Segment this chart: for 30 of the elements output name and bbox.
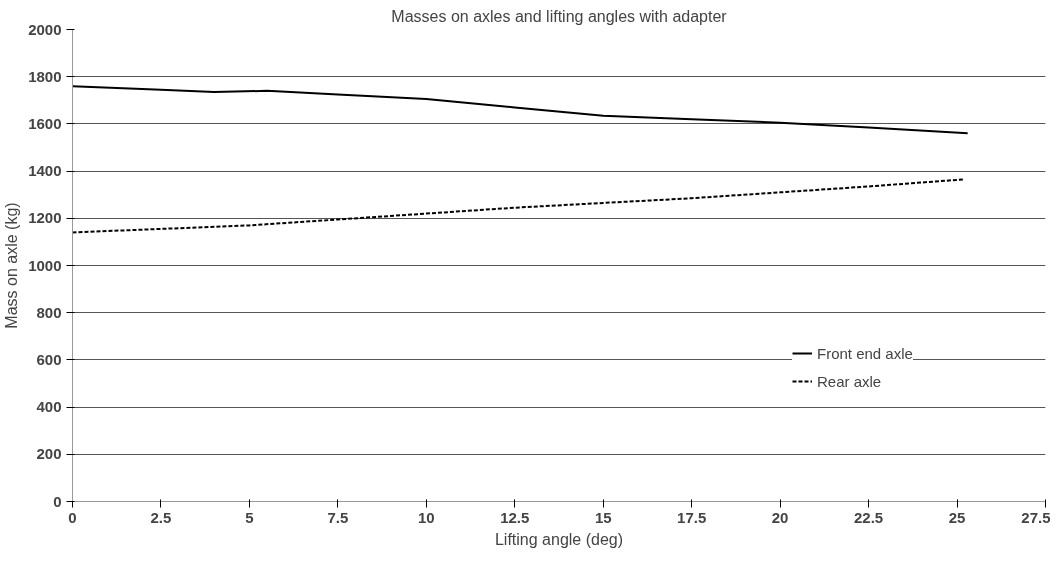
y-tick-label: 800 (36, 303, 62, 321)
y-tick-label: 1000 (28, 256, 62, 274)
x-tick-label: 0 (68, 508, 77, 526)
y-axis-title: Mass on axle (kg) (3, 202, 21, 329)
x-tick-label: 27.5 (1021, 508, 1051, 526)
x-tick-label: 20 (771, 508, 789, 526)
y-tick-label: 1600 (28, 114, 62, 132)
y-tick-label: 400 (36, 398, 62, 416)
y-tick-label: 1200 (28, 209, 62, 227)
x-tick-label: 12.5 (500, 508, 530, 526)
y-tick-label: 600 (36, 350, 62, 368)
y-tick-label: 2000 (28, 20, 62, 38)
x-tick-label: 17.5 (677, 508, 707, 526)
line-series (72, 178, 966, 234)
y-tick-label: 1400 (28, 162, 62, 180)
line-series (72, 85, 969, 135)
y-tick-label: 1800 (28, 67, 62, 85)
x-axis-title: Lifting angle (deg) (494, 530, 624, 548)
y-tick-label: 0 (53, 492, 62, 510)
chart-title: Masses on axles and lifting angles with adapter (391, 7, 728, 25)
x-tick-label: 7.5 (327, 508, 349, 526)
x-tick-label: 15 (594, 508, 612, 526)
x-tick-label: 5 (245, 508, 254, 526)
x-tick-label: 22.5 (853, 508, 884, 526)
x-tick-label: 2.5 (150, 508, 172, 526)
legend-label: Front end axle (817, 344, 913, 362)
y-tick-label: 200 (36, 445, 62, 463)
x-tick-label: 10 (417, 508, 435, 526)
x-tick-label: 25 (948, 508, 966, 526)
legend-label: Rear axle (817, 372, 882, 390)
